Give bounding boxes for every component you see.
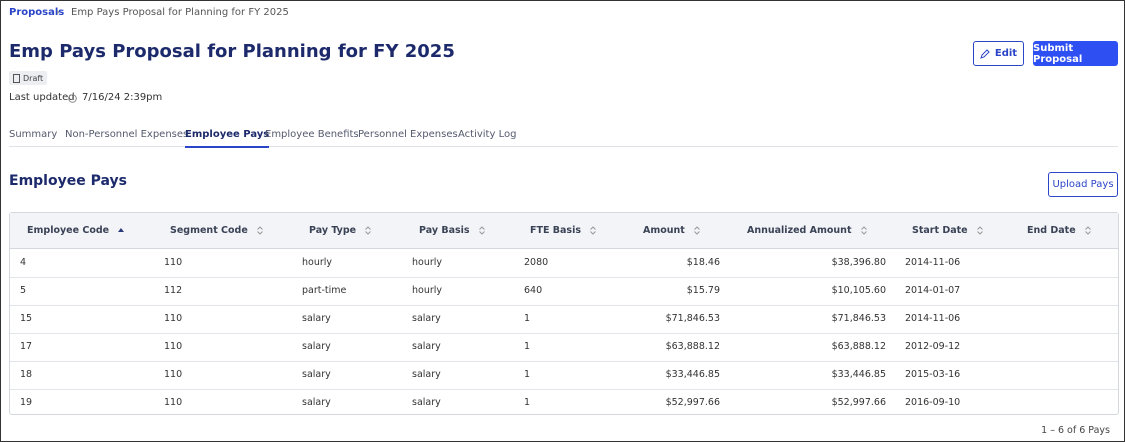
table-cell: 1 <box>524 369 531 380</box>
pagination: 1 – 6 of 6 Pays <box>1041 425 1110 436</box>
table-cell: salary <box>302 313 331 324</box>
row-divider <box>10 333 1118 334</box>
row-divider <box>10 361 1118 362</box>
table-cell: 110 <box>164 369 183 380</box>
table-cell: hourly <box>302 257 333 268</box>
column-header[interactable]: Amount <box>643 225 701 236</box>
table-cell: 112 <box>164 285 183 296</box>
column-header[interactable]: Pay Type <box>309 225 372 236</box>
tabs-divider <box>9 146 1118 147</box>
tab[interactable]: Non-Personnel Expenses <box>65 129 189 140</box>
sort-icon[interactable] <box>478 226 486 235</box>
table-cell: salary <box>412 369 441 380</box>
breadcrumb-current: Emp Pays Proposal for Planning for FY 20… <box>71 7 289 18</box>
table-cell: 110 <box>164 341 183 352</box>
table-cell: 4 <box>20 257 27 268</box>
table-cell: 19 <box>20 397 33 408</box>
column-header[interactable]: Segment Code <box>170 225 264 236</box>
table-cell: salary <box>412 341 441 352</box>
table-cell: 640 <box>524 285 543 296</box>
table: Employee Code Segment Code Pay Type Pay Bas… <box>9 212 1119 415</box>
edit-label: Edit <box>994 48 1018 59</box>
table-cell: salary <box>412 313 441 324</box>
column-header[interactable]: Pay Basis <box>419 225 486 236</box>
table-cell: 2015-03-16 <box>905 369 961 380</box>
table-cell: $10,105.60 <box>831 285 886 296</box>
table-cell: $71,846.53 <box>831 313 886 324</box>
doc-icon <box>13 73 20 83</box>
table-cell: 1 <box>524 397 531 408</box>
submit-button[interactable]: Submit Proposal <box>1033 41 1118 66</box>
table-cell: 110 <box>164 313 183 324</box>
table-header <box>10 213 1118 249</box>
status: Draft <box>23 73 44 83</box>
row-divider <box>10 389 1118 390</box>
column-header[interactable]: FTE Basis <box>530 225 597 236</box>
table-cell: part-time <box>302 285 347 296</box>
table-cell: 110 <box>164 397 183 408</box>
table-cell: 110 <box>164 257 183 268</box>
edit-button[interactable]: Edit <box>973 41 1024 66</box>
table-cell: 15 <box>20 313 33 324</box>
table-cell: 2012-09-12 <box>905 341 961 352</box>
sort-icon[interactable] <box>256 226 264 235</box>
table-cell: $52,997.66 <box>665 397 720 408</box>
table-cell: salary <box>302 397 331 408</box>
tab[interactable]: Personnel Expenses <box>358 129 458 140</box>
table-cell: $33,446.85 <box>831 369 886 380</box>
sort-icon[interactable] <box>1084 226 1092 235</box>
table-cell: $63,888.12 <box>665 341 720 352</box>
tab[interactable]: Activity Log <box>458 129 517 140</box>
upload-button[interactable]: Upload Pays <box>1048 172 1118 197</box>
clock-icon <box>68 94 77 103</box>
table-cell: 2014-01-07 <box>905 285 961 296</box>
page-title: Emp Pays Proposal for Planning for FY 20… <box>9 41 455 62</box>
sort-icon[interactable] <box>364 226 372 235</box>
table-cell: 2080 <box>524 257 549 268</box>
table-cell: $15.79 <box>686 285 720 296</box>
sort-icon[interactable] <box>976 226 984 235</box>
sort-icon[interactable] <box>693 226 701 235</box>
table-cell: 17 <box>20 341 33 352</box>
pencil-icon <box>980 48 990 59</box>
last-updated-label: Last updated <box>9 92 75 103</box>
table-cell: salary <box>302 369 331 380</box>
table-cell: 2014-11-06 <box>905 313 961 324</box>
column-header[interactable]: Annualized Amount <box>747 225 868 236</box>
last-updated: 7/16/24 2:39pm <box>82 92 163 103</box>
column-header[interactable]: Start Date <box>912 225 984 236</box>
row-divider <box>10 305 1118 306</box>
table-cell: salary <box>302 341 331 352</box>
table-cell: salary <box>412 397 441 408</box>
table-cell: $52,997.66 <box>831 397 886 408</box>
table-cell: 2014-11-06 <box>905 257 961 268</box>
table-cell: 1 <box>524 313 531 324</box>
table-cell: 5 <box>20 285 27 296</box>
table-cell: $63,888.12 <box>831 341 886 352</box>
tab[interactable]: Summary <box>9 129 58 140</box>
table-cell: 2016-09-10 <box>905 397 961 408</box>
breadcrumb-sep: › <box>56 7 60 18</box>
row-divider <box>10 277 1118 278</box>
table-cell: $71,846.53 <box>665 313 720 324</box>
table-cell: 1 <box>524 341 531 352</box>
tab[interactable]: Employee Benefits <box>265 129 359 140</box>
section-title: Employee Pays <box>9 173 127 189</box>
column-header[interactable]: Employee Code <box>27 225 125 236</box>
table-cell: $33,446.85 <box>665 369 720 380</box>
table-cell: hourly <box>412 285 443 296</box>
table-cell: $18.46 <box>686 257 720 268</box>
table-cell: $38,396.80 <box>831 257 886 268</box>
sort-icon[interactable] <box>860 226 868 235</box>
breadcrumb-link[interactable]: Proposals <box>9 7 65 18</box>
sort-icon[interactable] <box>117 226 125 235</box>
column-header[interactable]: End Date <box>1027 225 1092 236</box>
table-cell: 18 <box>20 369 33 380</box>
table-cell: hourly <box>412 257 443 268</box>
status-badge: Draft <box>9 71 48 85</box>
tab[interactable]: Employee Pays <box>185 129 270 148</box>
sort-icon[interactable] <box>589 226 597 235</box>
